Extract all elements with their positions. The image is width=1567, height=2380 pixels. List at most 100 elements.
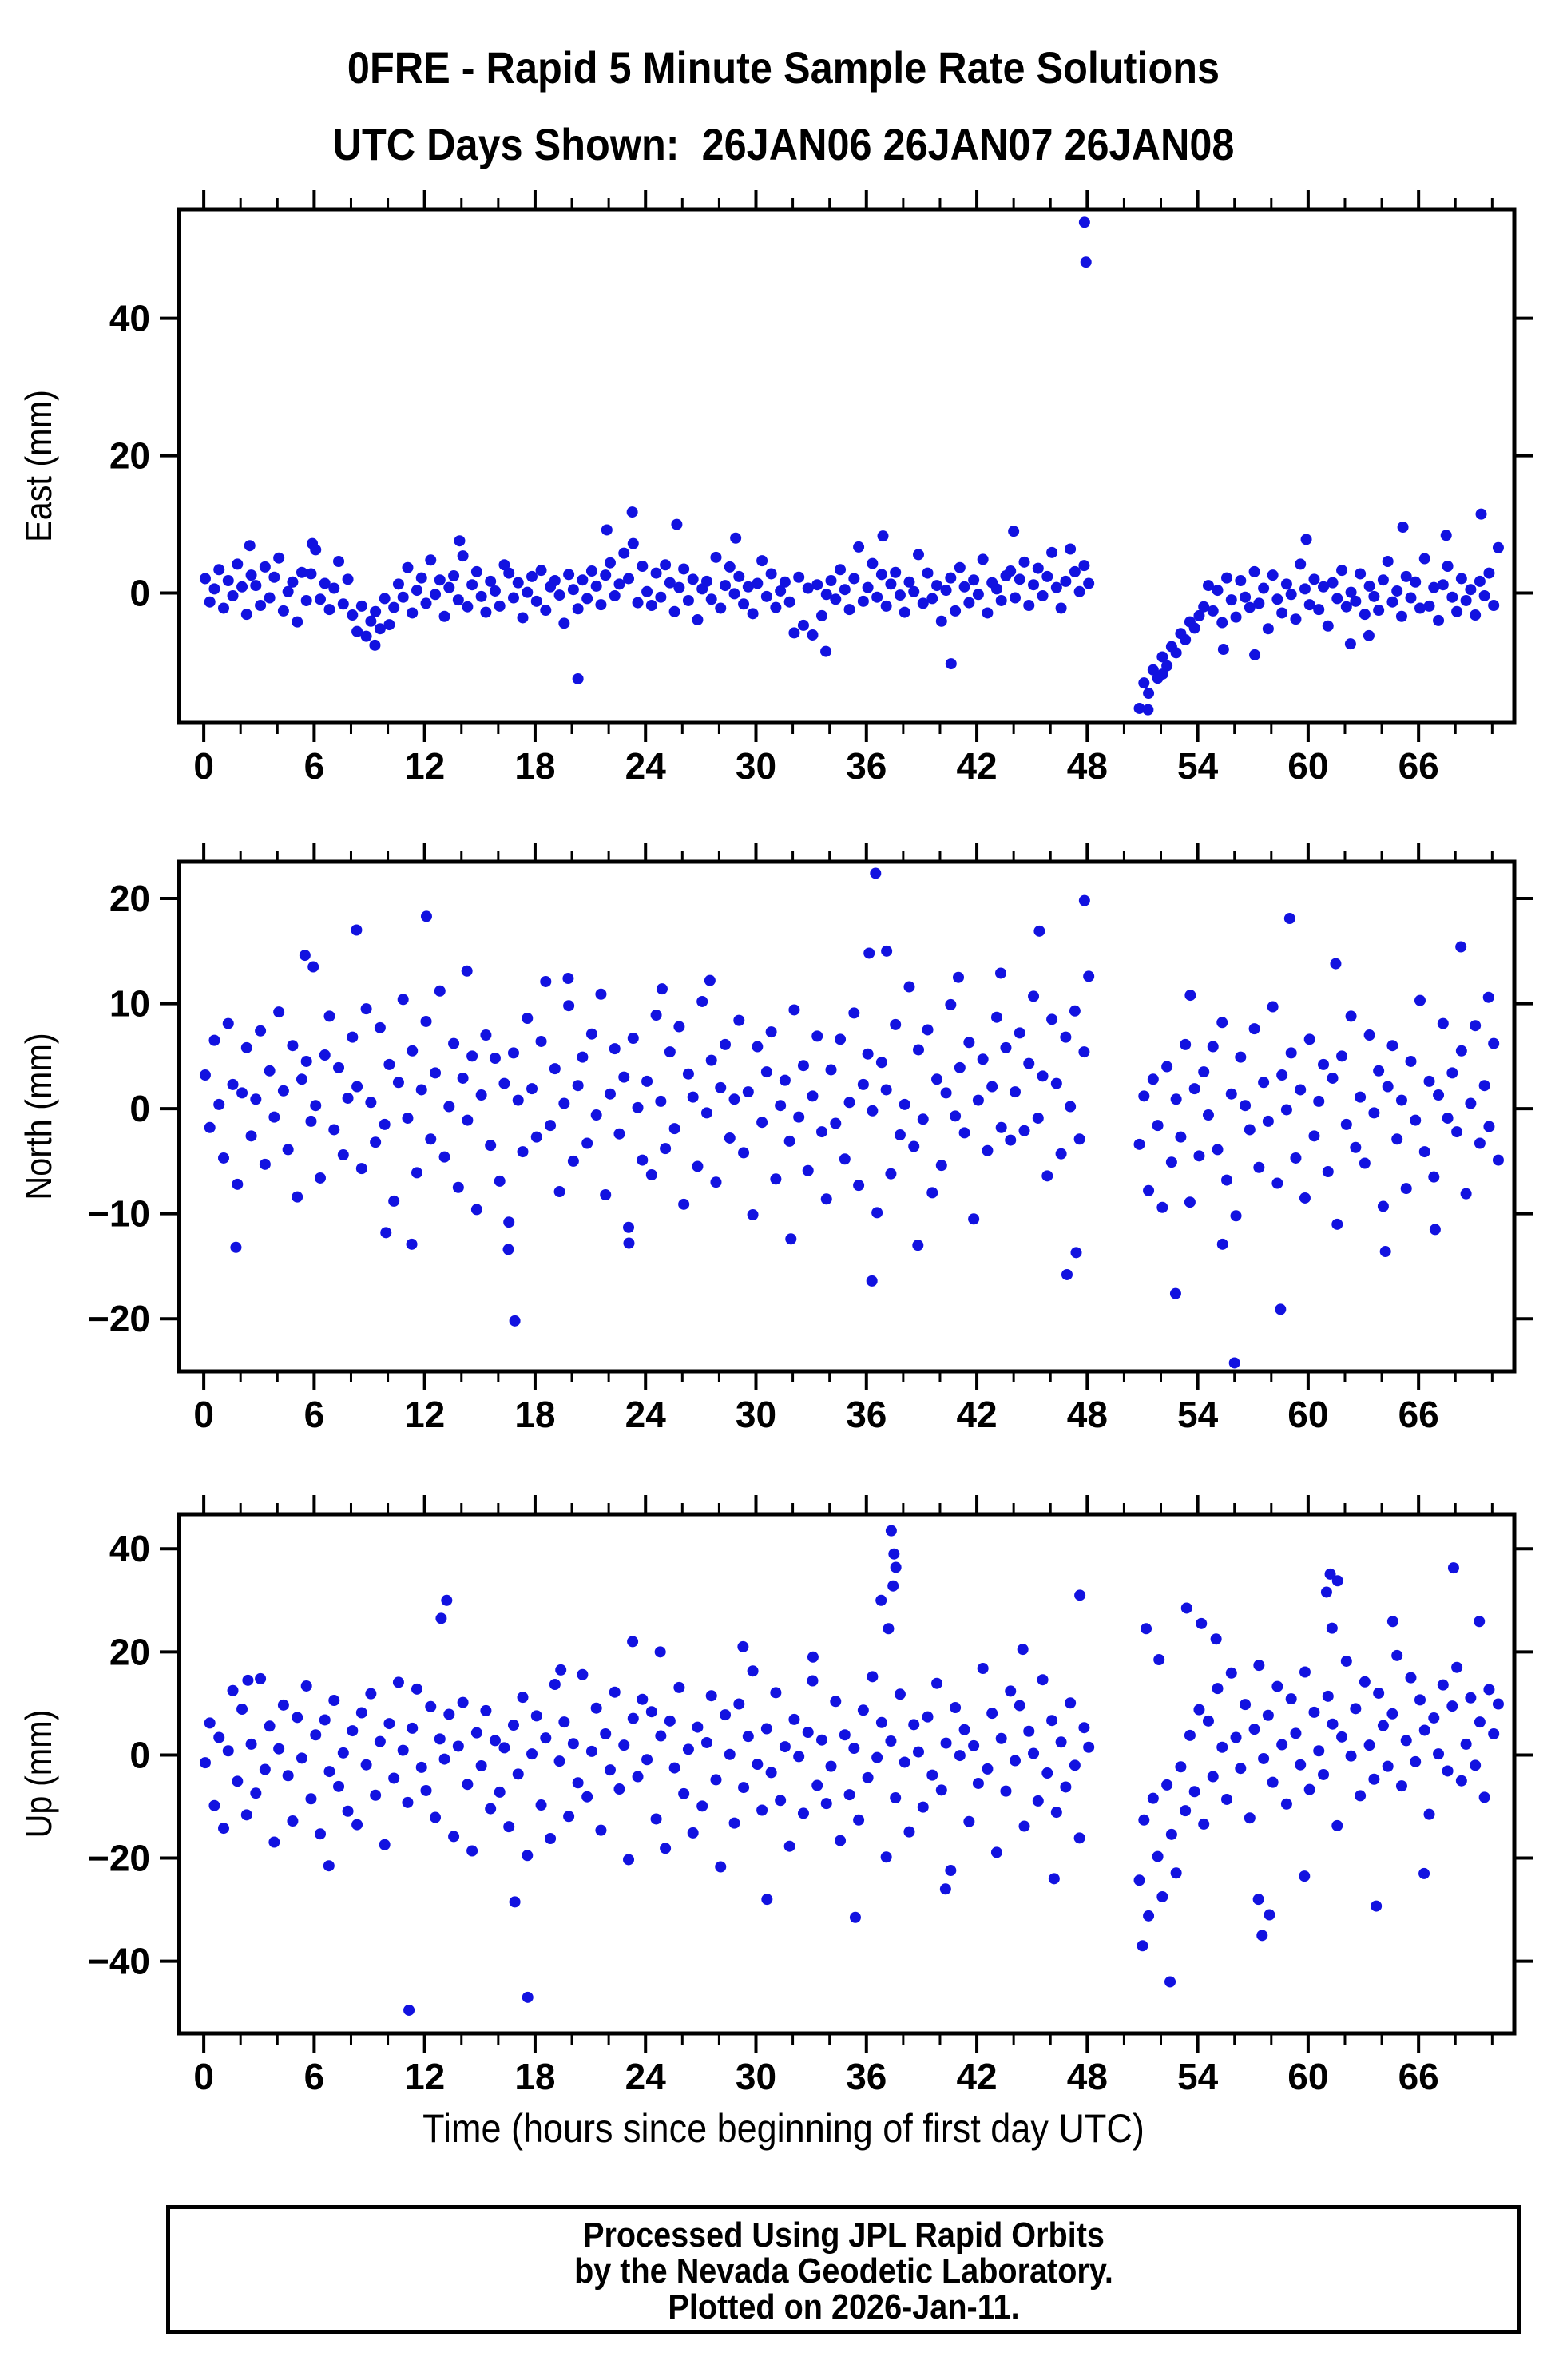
data-point <box>462 1779 474 1791</box>
data-point <box>204 1717 216 1729</box>
data-point <box>1474 1616 1486 1628</box>
data-point <box>1023 1057 1035 1069</box>
data-point <box>903 981 915 993</box>
data-point <box>632 1101 644 1113</box>
data-point <box>1482 991 1494 1003</box>
data-point <box>738 1147 750 1159</box>
data-point <box>333 1061 345 1073</box>
data-point <box>595 1824 607 1836</box>
data-point <box>540 605 552 617</box>
data-point <box>1228 1357 1240 1369</box>
data-point <box>498 1742 510 1754</box>
data-point <box>1377 1200 1389 1212</box>
data-point <box>765 568 777 580</box>
data-point <box>1055 602 1067 614</box>
data-point <box>454 535 466 547</box>
data-point <box>912 1240 924 1251</box>
data-point <box>788 627 800 639</box>
data-point <box>931 1073 943 1085</box>
data-point <box>1327 1072 1339 1084</box>
data-point <box>696 1800 708 1812</box>
data-point <box>890 1792 902 1804</box>
data-point <box>857 595 869 607</box>
data-point <box>402 1112 414 1124</box>
data-point <box>1350 1141 1362 1153</box>
data-point <box>1363 1029 1375 1041</box>
data-point <box>232 1775 244 1787</box>
data-point <box>613 1128 625 1140</box>
data-point <box>1313 604 1325 616</box>
data-point <box>1324 1568 1336 1580</box>
data-point <box>558 1716 570 1728</box>
data-point <box>1138 1090 1150 1102</box>
y-tick-label: 0 <box>129 1088 150 1129</box>
data-point <box>650 567 662 579</box>
data-point <box>1235 1763 1247 1775</box>
data-point <box>1180 1602 1192 1614</box>
data-point <box>1248 1023 1260 1035</box>
data-point <box>236 1703 248 1715</box>
data-point <box>1446 591 1458 603</box>
data-point <box>494 1175 506 1187</box>
data-point <box>664 1046 676 1058</box>
data-point <box>637 1693 649 1705</box>
data-point <box>1275 1303 1287 1315</box>
data-point <box>250 580 262 592</box>
data-point <box>618 1071 630 1083</box>
data-point <box>922 567 934 579</box>
data-point <box>954 1750 966 1762</box>
data-point <box>779 1074 791 1086</box>
data-point <box>397 591 409 603</box>
data-point <box>660 1843 672 1854</box>
data-point <box>1180 1038 1192 1050</box>
north-panel-plot: 0 6 12 18 24 30 36 42 48 54 60 66 −20 −10 0 10 20 North (… <box>18 843 1533 1435</box>
data-point <box>1041 1170 1053 1182</box>
data-point <box>1386 1708 1398 1720</box>
data-point <box>613 1783 625 1795</box>
data-point <box>871 1751 883 1763</box>
data-point <box>673 581 685 593</box>
data-point <box>637 1154 649 1166</box>
data-point <box>1000 1041 1012 1053</box>
data-point <box>232 558 244 570</box>
data-point <box>1184 990 1196 1002</box>
data-point <box>958 581 970 593</box>
data-point <box>830 1696 842 1708</box>
data-point <box>1240 1100 1252 1112</box>
data-point <box>1032 562 1044 574</box>
data-point <box>434 574 446 586</box>
data-point <box>577 1051 589 1063</box>
data-point <box>894 589 906 601</box>
data-point <box>797 619 809 631</box>
data-point <box>236 1087 248 1099</box>
data-point <box>1290 1727 1302 1739</box>
data-point <box>558 617 570 629</box>
data-point <box>1340 1655 1352 1667</box>
x-tick-label: 66 <box>1398 2056 1439 2097</box>
data-point <box>342 573 354 585</box>
data-point <box>1253 597 1265 609</box>
data-point <box>415 1084 427 1096</box>
data-point <box>300 1680 312 1692</box>
data-point <box>877 530 889 542</box>
data-point <box>968 1213 980 1225</box>
data-point <box>728 1817 740 1829</box>
east-panel-plot: 0 6 12 18 24 30 36 42 48 54 60 66 0 20 40 East (mm) <box>18 190 1533 787</box>
data-point <box>296 1073 307 1085</box>
data-point <box>1196 1617 1208 1629</box>
data-point <box>1276 1069 1288 1081</box>
data-point <box>1017 1644 1029 1656</box>
data-point <box>420 597 432 609</box>
data-point <box>553 589 565 601</box>
data-point <box>857 1078 869 1090</box>
data-point <box>645 1169 657 1181</box>
data-point <box>1410 576 1422 588</box>
data-point <box>626 506 638 518</box>
data-point <box>673 1021 685 1033</box>
y-axis-label: Up (mm) <box>18 1710 60 1839</box>
data-point <box>1386 596 1398 608</box>
data-point <box>807 1675 819 1687</box>
data-point <box>245 1738 257 1750</box>
data-point <box>328 1695 340 1707</box>
data-point <box>277 605 289 617</box>
